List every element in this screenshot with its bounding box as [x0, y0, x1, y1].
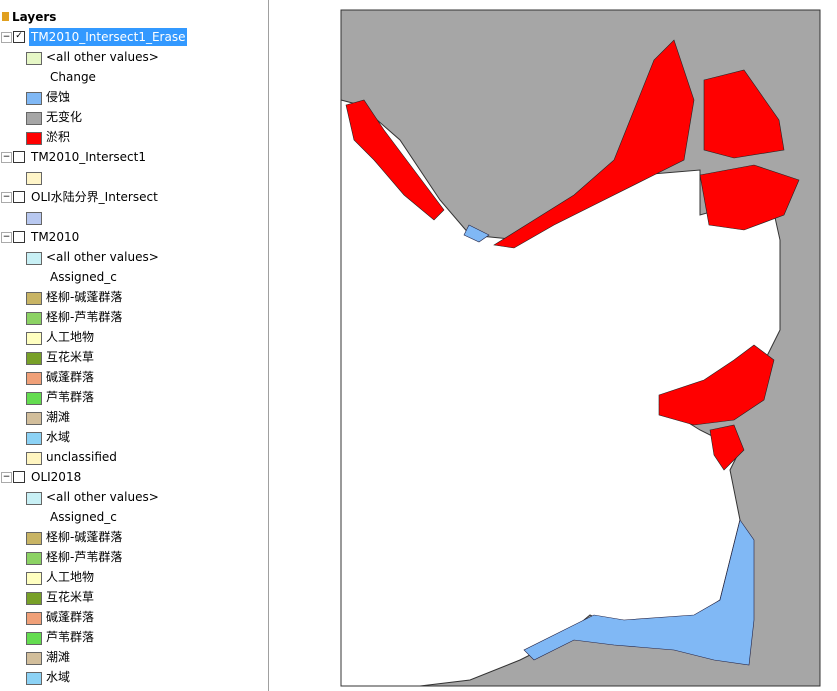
legend-swatch [26, 172, 42, 185]
legend-label: <all other values> [46, 490, 159, 504]
expand-toggle[interactable]: − [1, 472, 12, 483]
legend-swatch [26, 372, 42, 385]
legend-label: 芦苇群落 [46, 630, 95, 644]
layer-checkbox[interactable] [13, 231, 25, 243]
legend-label: 碱蓬群落 [46, 610, 95, 624]
toc-title: Layers [12, 10, 57, 24]
table-of-contents: Layers − ✓ TM2010_Intersect1_Erase <all oth… [0, 0, 269, 691]
legend-swatch [26, 632, 42, 645]
legend-label: 柽柳-芦苇群落 [46, 550, 123, 564]
legend-swatch [26, 312, 42, 325]
legend-swatch [26, 592, 42, 605]
layer-checkbox[interactable]: ✓ [13, 31, 25, 43]
legend-swatch [26, 432, 42, 445]
layer-checkbox[interactable] [13, 191, 25, 203]
expand-toggle[interactable]: − [1, 32, 12, 43]
legend-swatch [26, 392, 42, 405]
legend-swatch [26, 532, 42, 545]
legend-label: 淤积 [46, 130, 71, 144]
expand-toggle[interactable]: − [1, 232, 12, 243]
legend-label: 碱蓬群落 [46, 370, 95, 384]
legend-label: <all other values> [46, 250, 159, 264]
legend-swatch [26, 492, 42, 505]
legend-label: 水域 [46, 670, 71, 684]
expand-toggle[interactable]: − [1, 192, 12, 203]
legend-swatch [26, 332, 42, 345]
layer-name[interactable]: TM2010 [31, 230, 80, 244]
field-name: Change [50, 70, 96, 84]
legend-label: 互花米草 [46, 350, 95, 364]
legend-label: 芦苇群落 [46, 390, 95, 404]
legend-swatch [26, 612, 42, 625]
layer-name[interactable]: OLI2018 [31, 470, 82, 484]
layer-checkbox[interactable] [13, 471, 25, 483]
layer-name[interactable]: OLI水陆分界_Intersect [31, 190, 158, 204]
legend-label: 无变化 [46, 110, 83, 124]
erosion [463, 224, 755, 666]
legend-label: 潮滩 [46, 410, 71, 424]
legend-swatch [26, 412, 42, 425]
deposition [345, 39, 800, 471]
legend-label: 柽柳-芦苇群落 [46, 310, 123, 324]
legend-label: 柽柳-碱蓬群落 [46, 530, 123, 544]
legend-swatch [26, 552, 42, 565]
legend-swatch [26, 92, 42, 105]
field-name: Assigned_c [50, 270, 117, 284]
field-name: Assigned_c [50, 510, 117, 524]
legend-swatch [26, 252, 42, 265]
legend-label: 侵蚀 [46, 90, 71, 104]
legend-label: 水域 [46, 430, 71, 444]
expand-toggle[interactable]: − [1, 152, 12, 163]
map-view [340, 9, 821, 687]
legend-label: 潮滩 [46, 650, 71, 664]
legend-label: unclassified [46, 450, 117, 464]
legend-swatch [26, 572, 42, 585]
legend-swatch [26, 112, 42, 125]
legend-swatch [26, 292, 42, 305]
legend-label: <all other values> [46, 50, 159, 64]
legend-swatch [26, 212, 42, 225]
legend-swatch [26, 452, 42, 465]
layer-checkbox[interactable] [13, 151, 25, 163]
legend-swatch [26, 672, 42, 685]
legend-swatch [26, 52, 42, 65]
legend-label: 互花米草 [46, 590, 95, 604]
legend-swatch [26, 652, 42, 665]
legend-swatch [26, 132, 42, 145]
legend-label: 人工地物 [46, 570, 95, 584]
layer-name[interactable]: TM2010_Intersect1 [31, 150, 146, 164]
legend-label: 人工地物 [46, 330, 95, 344]
layers-icon [2, 12, 9, 21]
legend-swatch [26, 352, 42, 365]
legend-label: 柽柳-碱蓬群落 [46, 290, 123, 304]
layer-name[interactable]: TM2010_Intersect1_Erase [29, 28, 188, 46]
